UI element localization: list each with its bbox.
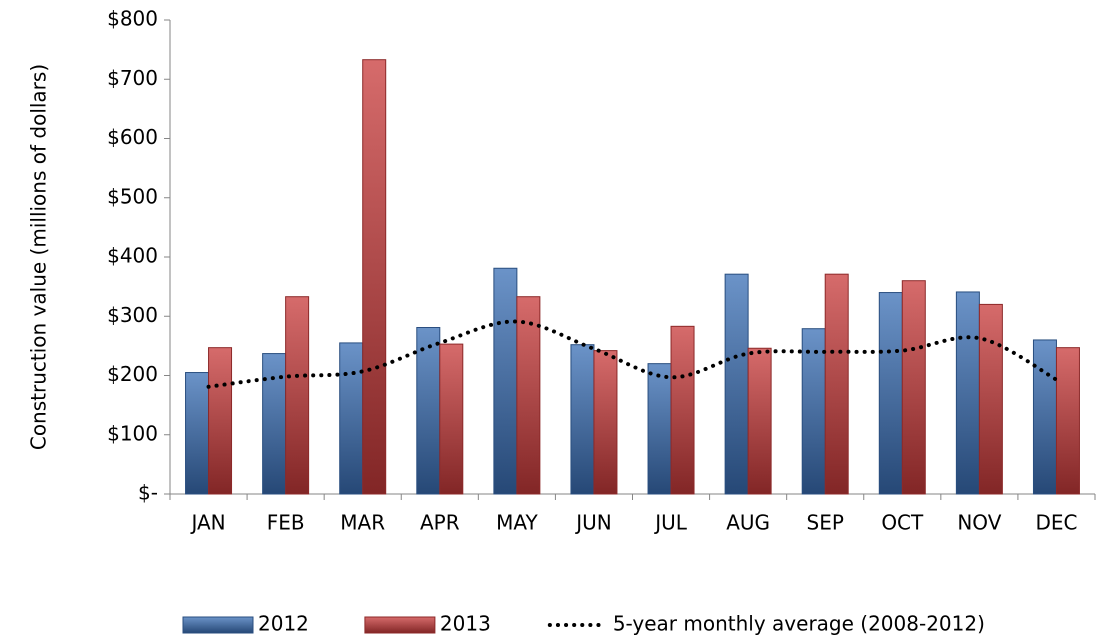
- bar: [878, 292, 903, 495]
- bar: [362, 59, 387, 495]
- bar: [516, 296, 541, 495]
- y-tick-label: $800: [107, 7, 158, 31]
- bar: [208, 347, 233, 495]
- x-tick-label: OCT: [881, 511, 924, 535]
- x-tick-label: SEP: [807, 511, 844, 535]
- bar: [262, 353, 287, 495]
- x-tick-label: MAR: [340, 511, 385, 535]
- y-tick-label: $400: [107, 244, 158, 268]
- y-tick-label: $100: [107, 421, 158, 445]
- bar: [339, 342, 364, 495]
- bar: [747, 347, 772, 495]
- bar: [955, 291, 980, 495]
- x-tick-label: JAN: [189, 511, 225, 535]
- bar: [439, 343, 464, 495]
- y-axis-label: Construction value (millions of dollars): [27, 64, 51, 450]
- x-tick-label: NOV: [957, 511, 1001, 535]
- bar: [570, 344, 595, 495]
- y-tick-label: $300: [107, 303, 158, 327]
- x-tick-label: AUG: [726, 511, 770, 535]
- bar: [593, 350, 618, 495]
- bar: [416, 327, 441, 495]
- legend-label: 5-year monthly average (2008-2012): [613, 612, 985, 636]
- y-tick-label: $700: [107, 66, 158, 90]
- y-tick-label: $-: [138, 481, 158, 505]
- bar: [1032, 339, 1057, 495]
- bar: [824, 273, 849, 495]
- legend-label: 2012: [258, 612, 309, 636]
- x-tick-label: DEC: [1035, 511, 1077, 535]
- bar: [647, 363, 672, 495]
- y-tick-label: $600: [107, 125, 158, 149]
- x-tick-label: JUL: [653, 511, 688, 535]
- bar: [801, 328, 826, 495]
- y-tick-label: $200: [107, 362, 158, 386]
- bar: [670, 325, 695, 495]
- line: [206, 319, 1059, 389]
- x-tick-label: JUN: [574, 511, 612, 535]
- legend-swatch: [182, 616, 254, 634]
- bar: [724, 273, 749, 495]
- bar: [1055, 347, 1080, 495]
- x-tick-label: MAY: [496, 511, 538, 535]
- x-tick-label: APR: [420, 511, 460, 535]
- legend-label: 2013: [440, 612, 491, 636]
- bar: [493, 267, 518, 495]
- bar: [978, 303, 1003, 495]
- bar: [901, 280, 926, 495]
- legend-swatch: [364, 616, 436, 634]
- y-tick-label: $500: [107, 184, 158, 208]
- bar: [185, 372, 210, 495]
- x-tick-label: FEB: [267, 511, 305, 535]
- bar: [285, 296, 310, 495]
